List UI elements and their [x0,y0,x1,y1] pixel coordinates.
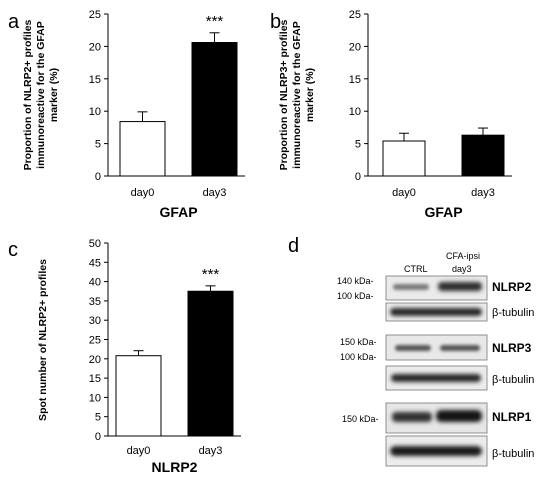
band-tubulin-1 [390,308,482,316]
y-tick-label: 0 [95,171,101,183]
y-axis-title: Proportion of NLRP3+ profiles immunoreact… [278,19,316,170]
y-tick-label: 5 [355,139,361,151]
marker-150kda-1: 150 kDa- [340,337,377,347]
band-nlrp2-day3 [438,282,482,291]
y-axis-title-line: marker (%) [48,68,60,122]
band-tubulin-3 [390,446,482,456]
lane-label-day3: day3 [452,264,472,274]
y-tick-label: 10 [89,106,101,118]
bar-day3 [191,42,238,177]
label-tubulin-1: β-tubulin [492,307,534,319]
lane-label-cfa-ipsi: CFA-ipsi [446,251,480,261]
y-tick-label: 0 [95,431,101,443]
chart-b: 0 5 10 15 20 25 day0 day3 GFAP Proportion of NLRP… [278,9,512,220]
significance-label: *** [206,13,224,30]
y-tick-label: 5 [95,412,101,424]
bar-day0 [382,140,426,177]
y-tick-label: 25 [89,9,101,21]
bar-day3 [461,134,505,177]
y-tick-label: 25 [89,335,101,347]
significance-label: *** [202,266,220,283]
y-axis-title-line: Proportion of NLRP2+ profiles [22,19,34,170]
y-tick-label: 20 [349,41,361,53]
y-axis-title-line: marker (%) [304,68,316,122]
y-tick-label: 35 [89,296,101,308]
marker-100kda-2: 100 kDa- [340,352,377,362]
y-tick-label: 10 [349,106,361,118]
y-tick-label: 20 [89,41,101,53]
bar-day0 [115,355,162,437]
x-axis-title: GFAP [159,204,197,220]
x-axis-title: NLRP2 [152,459,198,475]
y-axis-title-line: Spot number of NLRP2+ profiles [37,259,49,421]
marker-140kda: 140 kDa- [337,276,374,286]
label-nlrp2: NLRP2 [492,280,532,294]
band-nlrp1-day3 [436,410,482,422]
bar-day0 [119,121,166,177]
y-tick-label: 0 [355,171,361,183]
category-label: day0 [131,187,155,199]
band-nlrp3-day3 [440,345,480,351]
y-tick-label: 10 [89,392,101,404]
marker-100kda-1: 100 kDa- [337,291,374,301]
category-label: day3 [471,187,495,199]
panel-label-b: b [270,11,281,33]
y-tick-label: 25 [349,9,361,21]
category-label: day0 [127,445,151,457]
band-tubulin-2 [391,374,481,382]
y-tick-label: 40 [89,277,101,289]
lane-label-ctrl: CTRL [404,264,428,274]
y-tick-label: 15 [89,373,101,385]
y-tick-label: 5 [95,139,101,151]
bar-day3 [187,290,234,437]
y-axis-title-line: immunoreactive for the GFAP [35,21,47,169]
marker-150kda-2: 150 kDa- [342,414,379,424]
label-tubulin-2: β-tubulin [492,374,534,386]
band-nlrp1-ctrl [392,412,432,422]
label-tubulin-3: β-tubulin [492,448,534,460]
y-tick-label: 30 [89,315,101,327]
label-nlrp1: NLRP1 [492,410,532,424]
chart-c: 0 5 10 15 20 25 30 35 40 45 50 day0 day3 *** NLRP2 Spot… [37,238,241,475]
category-label: day0 [392,187,416,199]
band-nlrp2-ctrl [393,284,429,290]
y-axis-title-line: Proportion of NLRP3+ profiles [278,19,290,170]
label-nlrp3: NLRP3 [492,341,532,355]
panel-label-a: a [8,11,20,33]
chart-a: 0 5 10 15 20 25 day0 day3 *** GFAP Proportion of N… [22,9,245,220]
y-tick-label: 20 [89,354,101,366]
panel-label-d: d [288,235,299,257]
y-axis-title-line: immunoreactive for the GFAP [291,21,303,169]
x-axis-title: GFAP [424,204,462,220]
y-tick-label: 45 [89,257,101,269]
category-label: day3 [203,187,227,199]
y-tick-label: 50 [89,238,101,250]
band-nlrp3-ctrl [395,345,431,351]
category-label: day3 [199,445,223,457]
y-axis-title: Proportion of NLRP2+ profiles immunoreact… [22,19,60,170]
panel-label-c: c [8,239,18,261]
y-tick-label: 15 [349,74,361,86]
western-blot: CTRL CFA-ipsi day3 140 kDa- 100 kDa- NLR… [337,251,534,467]
y-tick-label: 15 [89,74,101,86]
y-axis-title: Spot number of NLRP2+ profiles [37,259,49,421]
